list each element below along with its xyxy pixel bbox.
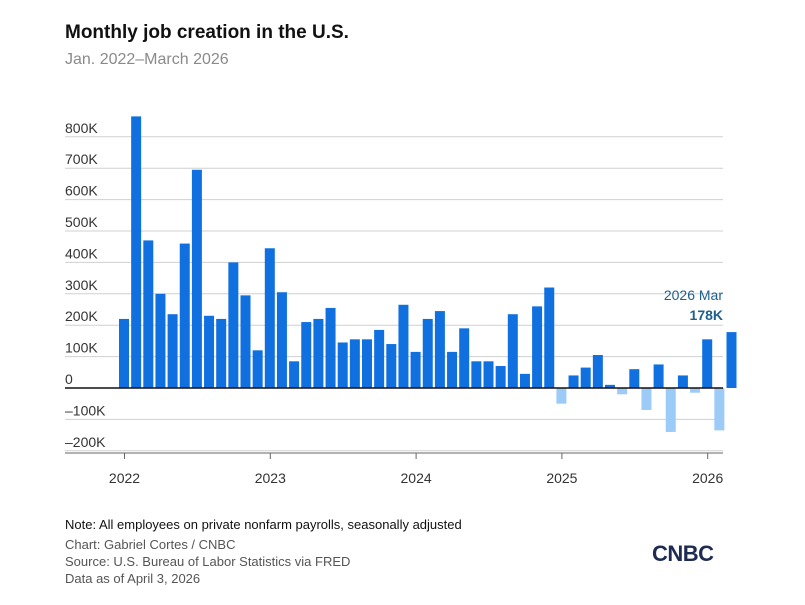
bar-2025-01 [556, 388, 567, 404]
bar-2022-02 [131, 116, 142, 388]
x-axis: 2022 2023 2024 2025 2026 [65, 452, 723, 486]
bar-2022-11 [240, 295, 251, 388]
y-tick-label: 0 [65, 371, 73, 387]
bar-2026-01 [702, 339, 713, 388]
bar-2024-07 [483, 361, 494, 388]
x-tick-label: 2026 [692, 470, 723, 486]
bar-2022-03 [143, 240, 154, 388]
bar-2024-04 [447, 351, 458, 388]
bar-2026-03 [726, 332, 737, 388]
chart-note: Note: All employees on private nonfarm p… [65, 517, 462, 532]
x-tick-label: 2024 [401, 470, 432, 486]
bar-2023-10 [374, 329, 385, 388]
bar-2023-12 [398, 304, 409, 388]
bar-2025-07 [629, 369, 640, 388]
y-tick-label: 700K [65, 151, 98, 167]
y-axis-labels: –200K –100K 0 100K 200K 300K 400K 500K 600K 700K 8… [65, 120, 106, 450]
bar-2022-06 [179, 243, 190, 388]
y-tick-label: 500K [65, 214, 98, 230]
chart-title: Monthly job creation in the U.S. [65, 22, 349, 43]
y-tick-label: 200K [65, 308, 98, 324]
y-tick-label: –100K [65, 402, 106, 418]
bar-2025-12 [690, 388, 701, 393]
chart-source: Source: U.S. Bureau of Labor Statistics … [65, 554, 351, 569]
bar-2023-01 [264, 248, 275, 388]
bar-2025-02 [568, 375, 579, 388]
bar-2026-02 [714, 388, 725, 431]
bar-2023-04 [301, 322, 312, 388]
bar-2023-06 [325, 307, 336, 388]
bar-2022-10 [228, 262, 239, 388]
chart-credit: Chart: Gabriel Cortes / CNBC [65, 537, 236, 552]
bar-2023-08 [349, 339, 360, 388]
bar-2023-05 [313, 318, 324, 388]
chart-subtitle: Jan. 2022–March 2026 [65, 51, 229, 68]
bar-2024-09 [507, 314, 518, 388]
bar-2025-08 [641, 388, 652, 410]
bar-2024-01 [410, 351, 421, 388]
y-tick-label: 400K [65, 245, 98, 261]
bar-2022-01 [119, 318, 129, 388]
y-tick-label: 600K [65, 183, 98, 199]
bar-2025-09 [653, 364, 664, 388]
bar-2025-10 [665, 388, 676, 432]
x-tick-label: 2023 [255, 470, 286, 486]
data-date: Data as of April 3, 2026 [65, 571, 201, 586]
bar-2025-06 [617, 388, 628, 395]
bar-2024-12 [544, 287, 555, 388]
bar-2022-08 [204, 315, 215, 388]
bar-2022-05 [167, 314, 178, 388]
x-tick-label: 2022 [109, 470, 140, 486]
bar-2022-12 [252, 350, 263, 388]
x-tick-label: 2025 [546, 470, 577, 486]
annotation-value-label: 178K [690, 307, 723, 323]
annotation-date-label: 2026 Mar [664, 287, 723, 303]
y-tick-label: 800K [65, 120, 98, 136]
bar-2022-07 [191, 169, 202, 388]
bar-2022-09 [216, 318, 227, 388]
bar-2024-02 [422, 318, 433, 388]
bar-2024-03 [434, 311, 445, 388]
y-tick-label: 300K [65, 277, 98, 293]
bar-2023-03 [289, 361, 300, 388]
bar-2024-05 [459, 328, 470, 388]
y-tick-label: 100K [65, 340, 98, 356]
bar-2025-03 [580, 367, 591, 388]
y-tick-label: –200K [65, 434, 106, 450]
bar-2023-11 [386, 344, 397, 388]
bar-2025-05 [605, 384, 615, 388]
bar-2024-10 [519, 373, 530, 388]
bar-2023-02 [276, 292, 287, 388]
bar-2024-11 [532, 306, 543, 388]
bar-2025-11 [677, 375, 688, 388]
bar-2025-04 [592, 355, 603, 388]
bar-2024-08 [495, 366, 506, 388]
bars [119, 116, 737, 432]
bar-2023-07 [337, 342, 348, 388]
bar-2022-04 [155, 293, 166, 388]
bar-2023-09 [362, 339, 372, 388]
cnbc-logo: CNBC [652, 541, 714, 566]
bar-2024-06 [471, 361, 482, 388]
